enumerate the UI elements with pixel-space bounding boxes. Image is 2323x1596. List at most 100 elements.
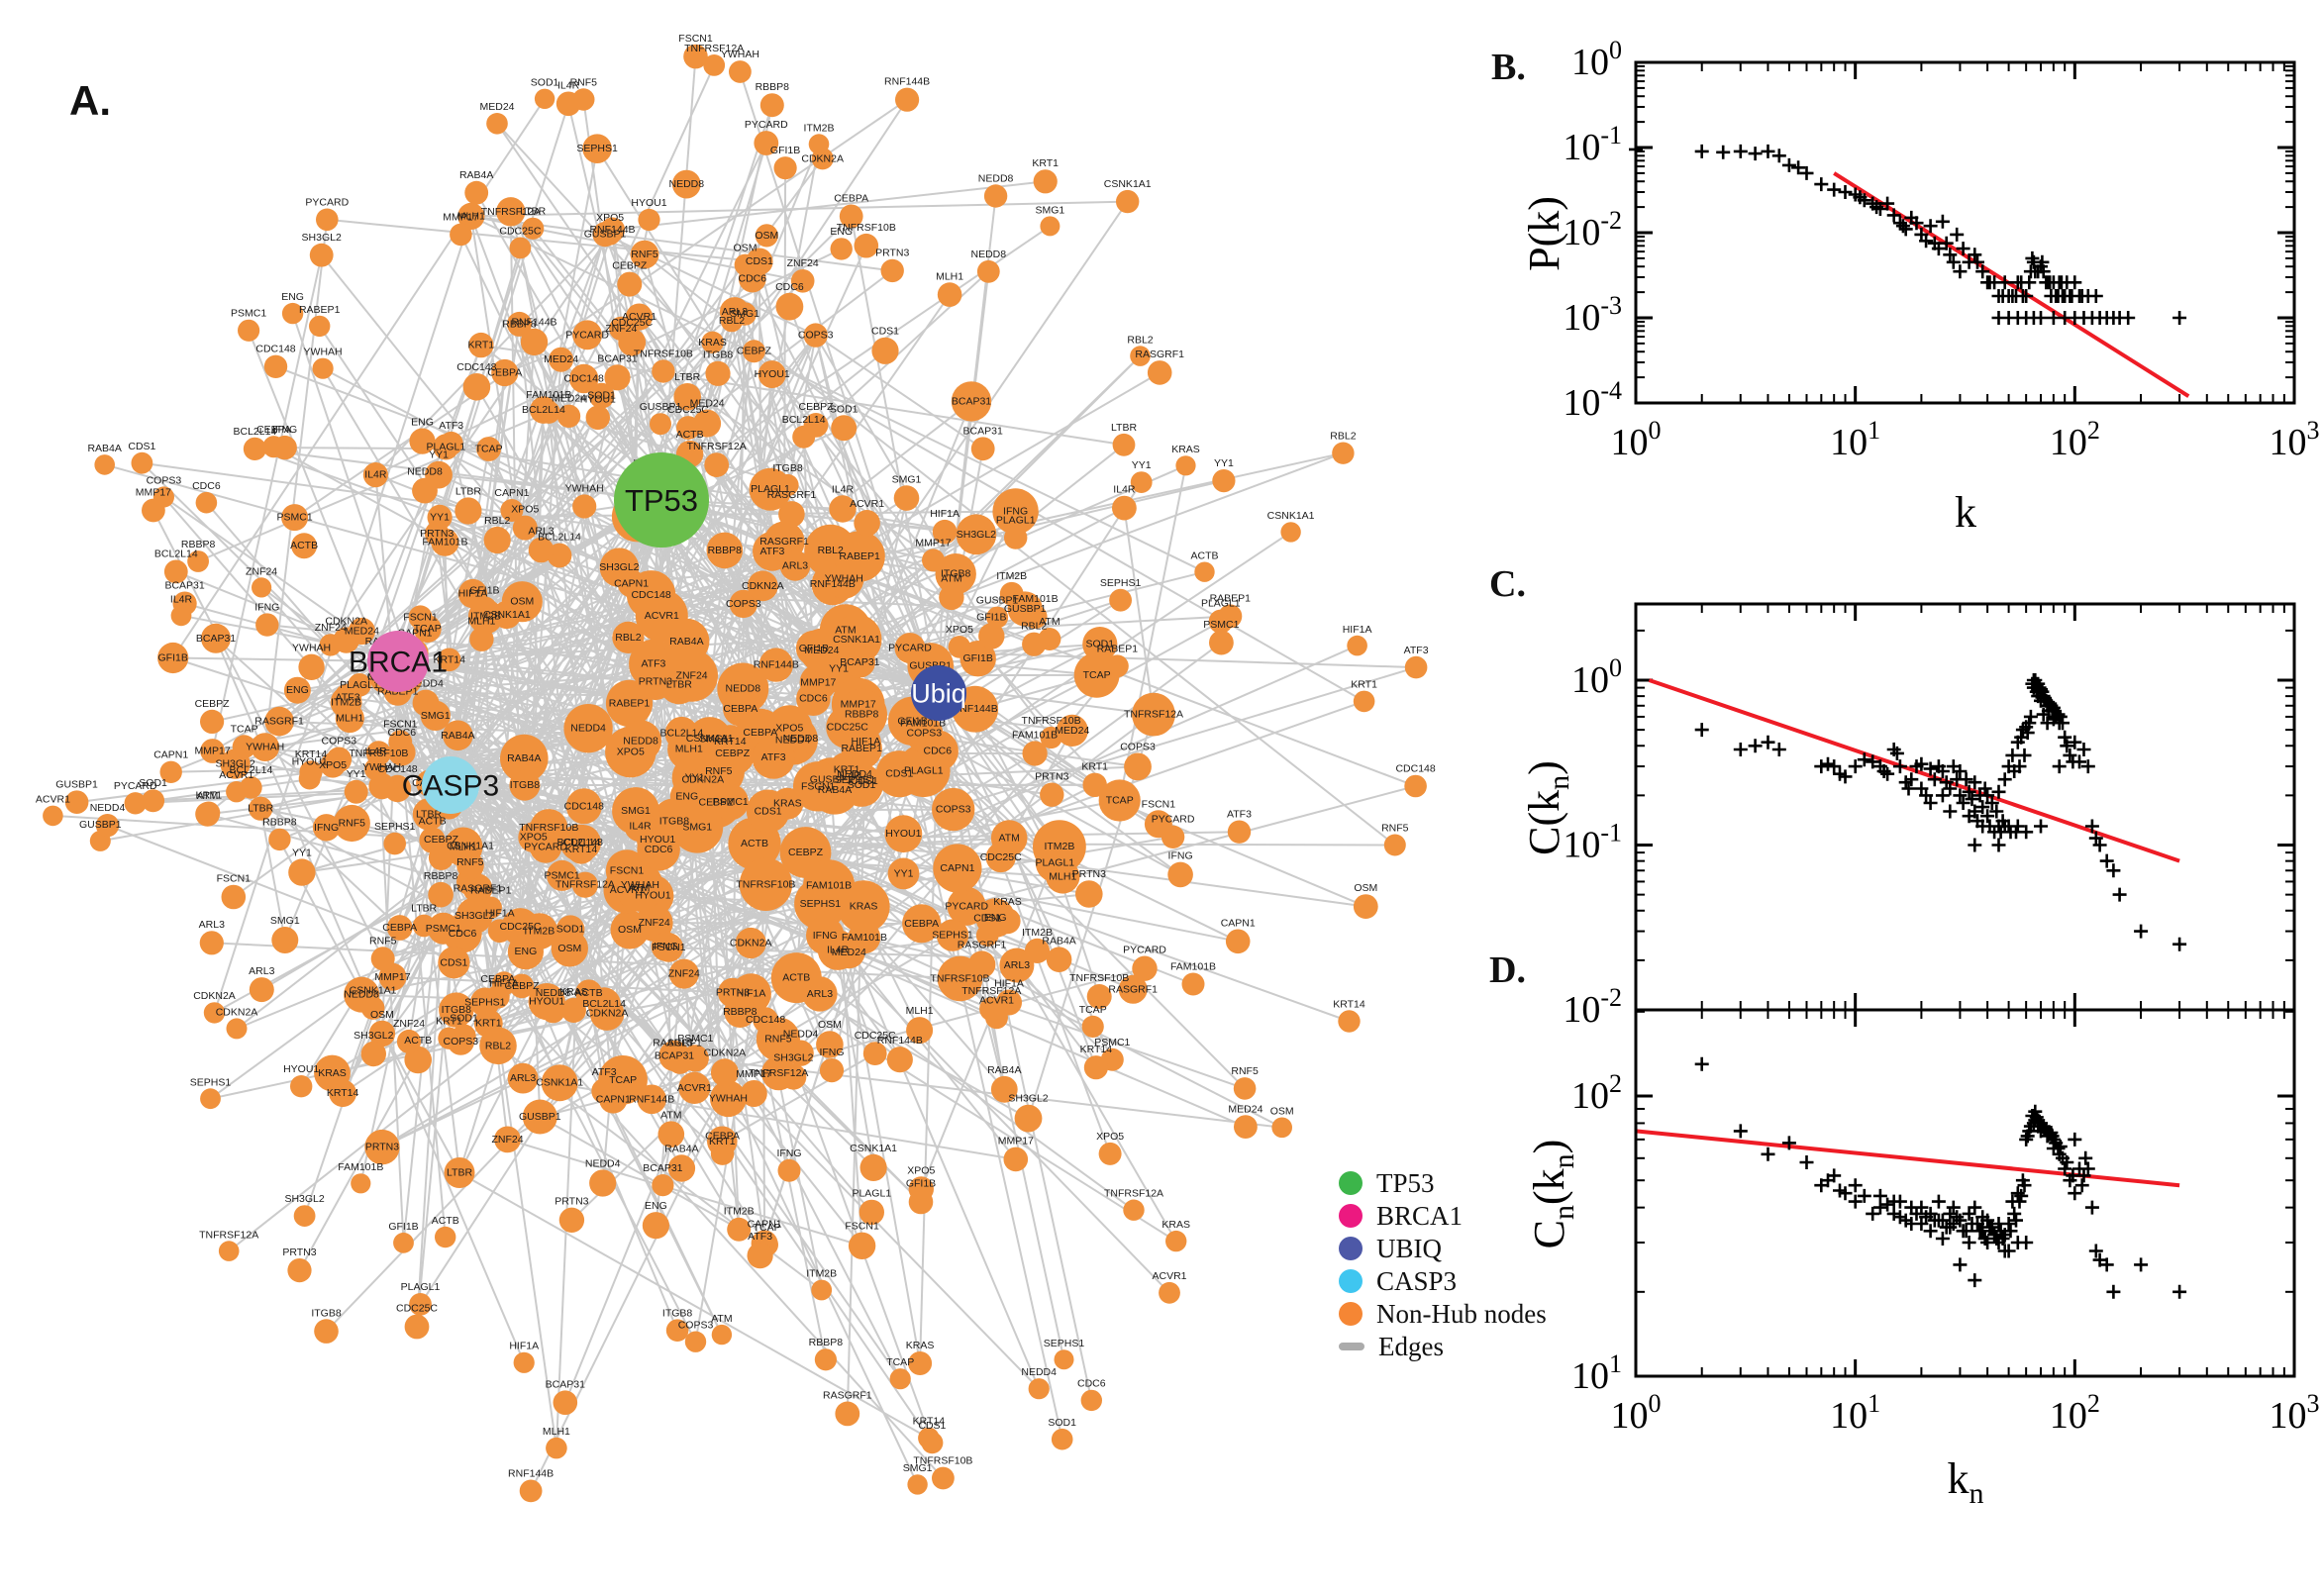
svg-text:CAPN1: CAPN1 [153, 749, 188, 761]
svg-text:YWHAH: YWHAH [292, 643, 331, 654]
svg-text:CDKN2A: CDKN2A [704, 1047, 747, 1058]
gene-node [1165, 1230, 1187, 1252]
gene-node [43, 805, 63, 827]
b-x-axis-title: k [1955, 488, 1976, 537]
svg-text:XPO5: XPO5 [617, 747, 645, 758]
gene-node [468, 332, 494, 358]
gene-node [673, 383, 701, 411]
svg-text:SEPHS1: SEPHS1 [1044, 1338, 1085, 1349]
svg-text:IL4R: IL4R [827, 945, 850, 956]
svg-text:GUSBP1: GUSBP1 [640, 401, 682, 413]
gene-node [479, 896, 502, 919]
svg-text:FSCN1: FSCN1 [383, 719, 418, 731]
gene-node [1112, 495, 1137, 521]
panel-b-label: B. [1491, 47, 1526, 88]
gene-node [288, 858, 316, 886]
hub-label-casp3: CASP3 [402, 770, 499, 803]
gene-node [770, 952, 822, 1004]
svg-text:ATM: ATM [660, 1109, 681, 1121]
svg-text:COPS3: COPS3 [443, 1036, 478, 1047]
svg-text:KRAS: KRAS [1171, 444, 1200, 455]
svg-text:PLAGL1: PLAGL1 [401, 1281, 441, 1293]
svg-text:LTBR: LTBR [455, 485, 481, 497]
gene-node [383, 832, 407, 855]
svg-text:SOD1: SOD1 [450, 1012, 478, 1024]
svg-text:YWHAH: YWHAH [565, 482, 604, 494]
svg-text:HYOU1: HYOU1 [580, 394, 616, 406]
svg-text:XPO5: XPO5 [520, 832, 548, 844]
c-y-axis-title: C(kn) [1520, 760, 1575, 855]
svg-text:CDC148: CDC148 [563, 837, 603, 848]
gene-node [163, 559, 188, 584]
gene-node [494, 1126, 521, 1153]
svg-text:RBL2: RBL2 [818, 545, 844, 556]
gene-node [491, 358, 519, 387]
svg-text:ZNF24: ZNF24 [393, 1018, 425, 1030]
svg-text:GFI1B: GFI1B [963, 652, 993, 664]
svg-text:PSMC1: PSMC1 [426, 923, 461, 935]
brca1-color-dot [1339, 1204, 1363, 1228]
svg-text:CEBPA: CEBPA [256, 424, 291, 436]
svg-text:LTBR: LTBR [520, 206, 546, 218]
svg-text:ENG: ENG [411, 417, 434, 429]
gene-node [438, 947, 470, 979]
gene-node [1227, 820, 1252, 844]
svg-text:KRAS: KRAS [906, 1340, 935, 1351]
gene-node [226, 1018, 248, 1040]
svg-text:RASGRF1: RASGRF1 [823, 1390, 872, 1402]
gene-node [1086, 984, 1112, 1009]
gene-node [816, 1031, 844, 1058]
svg-text:100: 100 [1571, 36, 1622, 83]
gene-node [500, 734, 549, 783]
gene-node [793, 761, 844, 812]
gene-node [620, 720, 662, 762]
gene-node [727, 1217, 752, 1242]
gene-node [197, 801, 221, 825]
svg-text:PRTN3: PRTN3 [365, 1142, 399, 1153]
gene-node [409, 1293, 432, 1316]
gene-node [814, 1348, 838, 1371]
hub-node-tp53 [614, 452, 709, 548]
gene-node [547, 859, 578, 891]
svg-text:RAB4A: RAB4A [818, 784, 852, 796]
gene-node [1023, 605, 1048, 629]
gene-node [569, 363, 599, 394]
svg-text:SEPHS1: SEPHS1 [464, 996, 506, 1008]
svg-text:MLH1: MLH1 [450, 841, 477, 852]
svg-text:TNFRSF10B: TNFRSF10B [736, 878, 795, 890]
svg-text:ITM2B: ITM2B [524, 926, 555, 938]
svg-text:ACTB: ACTB [782, 972, 810, 984]
svg-text:10-4: 10-4 [1563, 376, 1622, 424]
gene-node [157, 642, 189, 674]
svg-text:YY1: YY1 [829, 663, 849, 675]
svg-text:CDC6: CDC6 [739, 273, 767, 285]
svg-text:YY1: YY1 [429, 449, 449, 461]
gene-node [908, 1351, 933, 1375]
svg-text:CDC6: CDC6 [388, 727, 417, 739]
svg-text:SH3GL2: SH3GL2 [599, 561, 639, 573]
gene-node [1181, 972, 1205, 996]
svg-text:NEDD8: NEDD8 [344, 989, 379, 1001]
gene-node [438, 1027, 460, 1049]
svg-text:ACVR1: ACVR1 [677, 1082, 712, 1094]
gene-node [908, 1176, 934, 1202]
svg-text:ACTB: ACTB [404, 1035, 432, 1047]
gene-node [509, 973, 535, 999]
gene-node [978, 623, 1005, 649]
svg-text:CEBPZ: CEBPZ [715, 748, 751, 759]
edge-line-swatch [1339, 1343, 1364, 1350]
gene-node [638, 208, 660, 232]
gene-node [462, 373, 491, 401]
svg-text:KRT14: KRT14 [565, 844, 598, 855]
legend-item-tp53: TP53 [1339, 1168, 1547, 1198]
svg-text:MED24: MED24 [544, 353, 578, 365]
gene-node [428, 845, 454, 870]
svg-text:BCAP31: BCAP31 [164, 580, 204, 592]
svg-text:MMP17: MMP17 [915, 537, 951, 549]
gene-node [408, 605, 433, 630]
svg-text:PYCARD: PYCARD [888, 643, 932, 654]
svg-text:FAM101B: FAM101B [338, 1161, 383, 1173]
plot-panel-C: 100 10-1 10-2 [1563, 602, 2296, 1031]
gene-node [858, 1199, 884, 1226]
gene-node [1054, 1349, 1074, 1370]
